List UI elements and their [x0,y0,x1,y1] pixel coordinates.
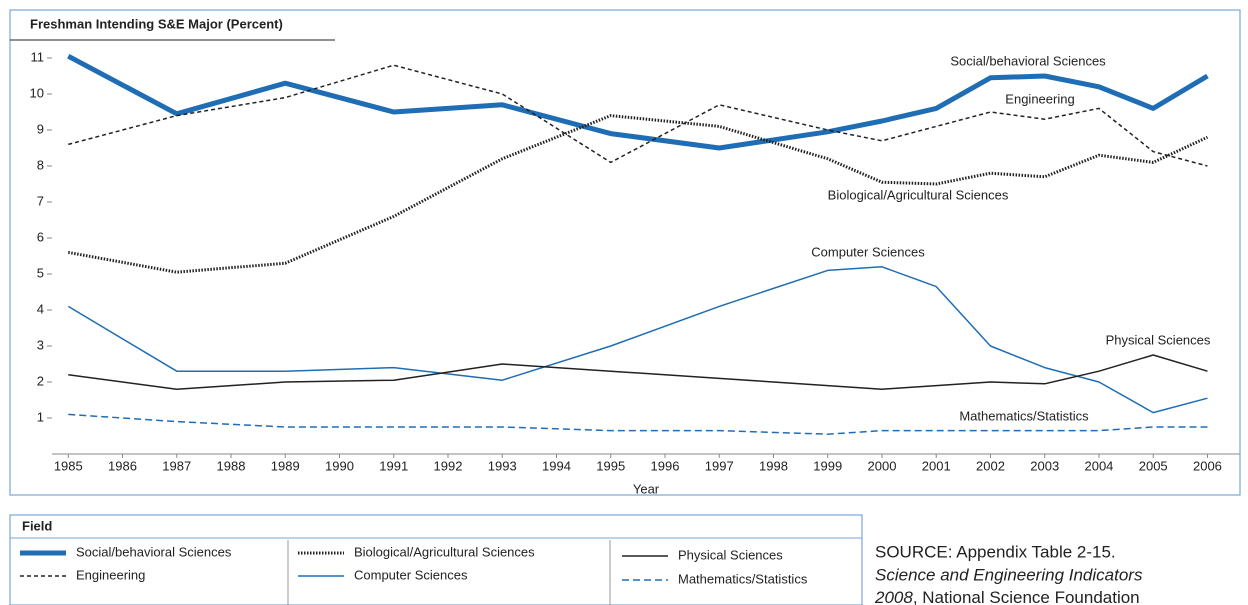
series-line [68,413,1208,435]
y-tick-label: 7 [37,193,44,208]
y-tick-label: 6 [37,229,44,244]
legend-label: Computer Sciences [354,567,468,582]
legend-frame [9,514,863,605]
x-tick-label: 1987 [162,458,191,473]
x-tick-label: 1993 [488,458,517,473]
annotation: Computer Sciences [811,244,925,259]
legend-label: Social/behavioral Sciences [76,544,232,559]
y-tick-label: 1 [37,409,44,424]
y-tick-label: 4 [37,301,44,316]
x-tick-label: 1992 [434,458,463,473]
x-tick-label: 1989 [271,458,300,473]
series-line [67,53,1209,151]
chart-title: Freshman Intending S&E Major (Percent) [30,16,283,31]
x-tick-label: 2001 [922,458,951,473]
annotation: Engineering [1005,91,1074,106]
source: SOURCE: Appendix Table 2-15. [875,542,1116,561]
legend-label: Engineering [76,567,145,582]
legend-label: Mathematics/Statistics [678,571,808,586]
x-tick-label: 1991 [379,458,408,473]
y-tick-label: 5 [37,265,44,280]
x-tick-label: 2006 [1193,458,1222,473]
annotation: Mathematics/Statistics [959,408,1089,423]
x-tick-label: 1998 [759,458,788,473]
annotation: Physical Sciences [1106,332,1211,347]
x-tick-label: 2004 [1084,458,1113,473]
chart-frame [9,9,1241,496]
legend-title: Field [22,518,52,533]
x-tick-label: 1988 [217,458,246,473]
x-tick-label: 1994 [542,458,571,473]
source-part: 2008 [874,588,913,605]
x-tick-label: 2003 [1030,458,1059,473]
series-line [68,64,1208,167]
x-tick-label: 1985 [54,458,83,473]
annotation: Biological/Agricultural Sciences [828,187,1009,202]
y-tick-label: 11 [31,49,45,64]
y-tick-label: 3 [37,337,44,352]
annotation: Social/behavioral Sciences [950,53,1106,68]
x-tick-label: 1990 [325,458,354,473]
y-tick-label: 9 [37,121,44,136]
source: Science and Engineering Indicators [875,565,1143,584]
x-tick-label: 1986 [108,458,137,473]
source: 2008, National Science Foundation [874,588,1140,605]
series-line [68,354,1208,390]
x-tick-label: 1995 [596,458,625,473]
x-tick-label: 2002 [976,458,1005,473]
series-line [68,114,1209,274]
y-tick-label: 10 [30,85,44,100]
y-tick-label: 8 [37,157,44,172]
x-tick-label: 1996 [651,458,680,473]
x-tick-label: 1997 [705,458,734,473]
legend-label: Physical Sciences [678,547,783,562]
y-tick-label: 2 [37,373,44,388]
x-tick-label: 1999 [813,458,842,473]
x-tick-label: 2005 [1139,458,1168,473]
series-line [67,266,1208,414]
x-axis-label: Year [633,481,660,496]
x-tick-label: 2000 [868,458,897,473]
source-part: , National Science Foundation [913,588,1140,605]
legend-label: Biological/Agricultural Sciences [354,544,535,559]
